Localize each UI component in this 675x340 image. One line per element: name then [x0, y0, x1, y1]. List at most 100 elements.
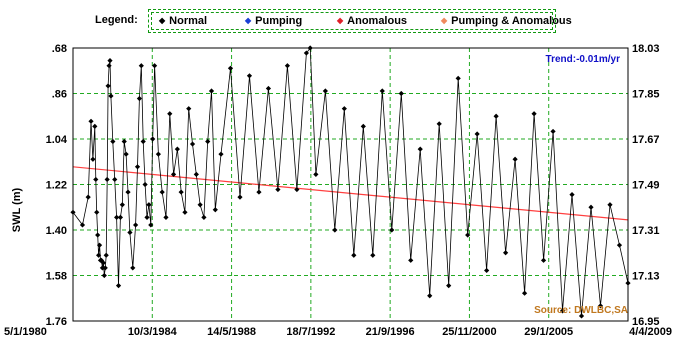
data-point	[484, 267, 490, 274]
source-annotation: Source: DWLBC,SA	[534, 305, 628, 316]
data-point	[294, 186, 300, 193]
data-point	[103, 252, 109, 258]
data-point	[96, 242, 103, 248]
data-point	[96, 252, 102, 258]
data-point	[182, 209, 188, 215]
series-layer	[70, 45, 631, 319]
data-point	[205, 138, 211, 145]
data-point	[93, 176, 99, 183]
data-point	[114, 214, 120, 220]
data-point	[127, 229, 133, 236]
data-point	[246, 73, 253, 79]
data-point	[540, 257, 547, 263]
trend-line	[72, 166, 629, 221]
data-point	[167, 111, 173, 117]
y-tick-label: 1.22	[46, 180, 67, 192]
data-point	[88, 118, 94, 124]
x-tick-label: 25/11/2000	[442, 326, 496, 338]
data-point	[102, 265, 108, 271]
data-point	[79, 222, 86, 228]
data-point	[360, 123, 366, 129]
data-point	[616, 242, 623, 248]
y2-tick-label: 17.67	[632, 134, 660, 146]
data-point	[465, 232, 471, 238]
legend-item-pumping: ◆ Pumping	[245, 15, 303, 27]
data-point	[100, 260, 106, 266]
data-point	[104, 176, 110, 183]
y2-tick-label: 17.31	[632, 225, 660, 237]
data-point	[174, 146, 180, 152]
data-point	[85, 194, 91, 200]
data-point	[159, 189, 165, 195]
data-point	[417, 146, 423, 152]
data-point	[125, 189, 131, 195]
data-point	[115, 283, 122, 289]
y-tick-label: .68	[52, 43, 67, 55]
data-point	[332, 227, 338, 233]
data-point	[389, 227, 395, 233]
data-point	[521, 290, 528, 296]
data-point	[112, 176, 118, 183]
legend-box: ◆ Normal ◆ Pumping ◆ Anomalous ◆ Pumping & A…	[148, 9, 572, 33]
data-point	[275, 186, 281, 193]
data-point	[256, 189, 262, 195]
x-axis-ticks: 5/1/1980 10/3/1984 14/5/1988 18/7/1992 21/9/…	[4, 326, 672, 338]
data-point	[208, 88, 215, 94]
y-tick-label: 1.40	[46, 225, 67, 237]
y-tick-label: 1.58	[46, 271, 67, 283]
data-point	[303, 50, 309, 56]
data-point	[106, 63, 112, 69]
data-point	[151, 63, 158, 69]
data-point	[607, 202, 613, 208]
data-point	[142, 181, 148, 188]
plot-frame	[72, 47, 629, 322]
series-line	[72, 46, 629, 316]
data-point	[90, 156, 96, 162]
data-point	[123, 151, 129, 157]
data-point	[150, 136, 156, 142]
data-point	[493, 113, 499, 119]
legend-item-anomalous: ◆ Anomalous	[337, 15, 408, 27]
data-point	[117, 214, 124, 220]
y2-tick-label: 17.49	[632, 180, 660, 192]
data-point	[531, 111, 537, 117]
data-point	[597, 303, 604, 309]
legend-title: Legend:	[95, 14, 138, 26]
trend-layer	[72, 166, 629, 221]
data-point	[569, 192, 575, 198]
y2-axis-ticks: 18.03 17.85 17.67 17.49 17.31 17.13 16.95	[632, 43, 660, 328]
x-tick-label: 18/7/1992	[286, 326, 335, 338]
x-tick-label: 4/4/2009	[629, 326, 672, 338]
y-tick-label: .86	[52, 89, 67, 101]
data-point	[108, 93, 114, 99]
data-point	[503, 250, 509, 256]
data-point	[170, 171, 177, 177]
data-point	[512, 156, 518, 162]
x-tick-label: 5/1/1980	[4, 326, 47, 338]
data-point	[212, 207, 218, 213]
data-point	[322, 88, 328, 94]
data-point	[155, 151, 161, 157]
data-point	[130, 265, 136, 271]
data-point	[446, 283, 452, 289]
data-point	[94, 209, 100, 215]
data-point	[144, 214, 150, 220]
data-point	[186, 106, 192, 112]
data-point	[341, 106, 347, 112]
legend: Legend: ◆ Normal ◆ Pumping ◆ Anomalous ◆ Pum…	[0, 0, 675, 40]
y-axis-label: SWL (m)	[11, 187, 23, 232]
diamond-icon: ◆	[245, 16, 252, 25]
data-point	[121, 138, 127, 145]
data-point	[436, 121, 442, 127]
data-point	[550, 128, 556, 135]
data-point	[408, 257, 414, 263]
y2-tick-label: 17.13	[632, 271, 660, 283]
legend-item-normal: ◆ Normal	[159, 15, 208, 27]
y2-tick-label: 16.95	[632, 316, 660, 328]
data-point	[99, 265, 106, 271]
data-point	[427, 293, 433, 299]
data-point	[265, 85, 272, 92]
y2-tick-label: 17.85	[632, 89, 660, 101]
data-point	[101, 272, 107, 279]
